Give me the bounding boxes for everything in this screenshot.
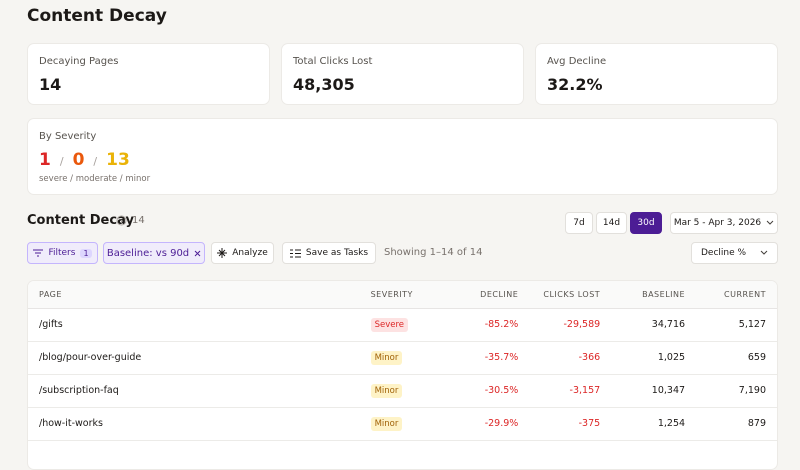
- table-cell: -3,157: [529, 374, 612, 408]
- date-range[interactable]: Mar 5 - Apr 3, 2026: [670, 212, 778, 234]
- stat-card: Total Clicks Lost 48,305: [281, 43, 524, 105]
- severe-count: 1: [39, 150, 51, 170]
- moderate-count: 0: [72, 150, 85, 170]
- list-icon: [289, 249, 301, 257]
- severity-badge: Severe: [370, 318, 409, 332]
- severity-label: By Severity: [39, 131, 97, 142]
- severity-caption: severe / moderate / minor: [39, 174, 151, 184]
- column-header: DECLINE: [449, 281, 530, 309]
- table-row[interactable]: /blog/pour-over-guide Minor -35.7% -366 1,02…: [28, 341, 777, 375]
- chevron: [760, 250, 768, 255]
- column-header: CLICKS LOST: [529, 281, 612, 309]
- table-row[interactable]: /gifts Severe -85.2% -29,589 34,716 5,127: [28, 308, 777, 342]
- table-cell: 10,347: [611, 374, 697, 408]
- save-button[interactable]: Save as Tasks: [282, 242, 376, 264]
- table-cell: 1,254: [611, 407, 697, 441]
- filter-icon: [33, 249, 44, 257]
- stat-label: Avg Decline: [547, 56, 607, 67]
- table-cell: Minor: [359, 341, 450, 375]
- table-cell: 34,716: [611, 308, 697, 342]
- header-row: PAGE SEVERITY DECLINE CLICKS LOST BASELINE CU…: [28, 281, 777, 309]
- column-header: PAGE: [28, 281, 360, 309]
- table-cell: 1,025: [611, 341, 697, 375]
- baseline-chip[interactable]: Baseline: vs 90d: [103, 242, 205, 264]
- table-cell: -29,589: [529, 308, 612, 342]
- column-header: CURRENT: [696, 281, 777, 309]
- severity-badge: Minor: [370, 384, 403, 398]
- table-cell: /gifts: [28, 308, 360, 342]
- stat-label: Decaying Pages: [39, 56, 119, 67]
- severity-badge: Minor: [370, 351, 403, 365]
- date-text: Mar 5 - Apr 3, 2026: [673, 218, 762, 228]
- separator: /: [59, 155, 64, 168]
- range-button-active[interactable]: 30d: [630, 212, 662, 234]
- stat-value: 48,305: [293, 75, 355, 94]
- table-card: PAGE SEVERITY DECLINE CLICKS LOST BASELINE CU…: [27, 280, 778, 470]
- severity-badge: Minor: [370, 417, 403, 431]
- filter-count: 1: [80, 248, 92, 258]
- table-cell: 5,127: [696, 308, 777, 342]
- severity-card: By Severity 1 / 0 / 13 severe / moderate…: [27, 118, 778, 195]
- table-cell: -30.5%: [449, 374, 530, 408]
- table-body: /gifts Severe -85.2% -29,589 34,716 5,127/blo…: [28, 308, 777, 441]
- filters-label: Filters: [48, 248, 76, 258]
- save-label: Save as Tasks: [305, 248, 369, 258]
- page: Content Decay Decaying Pages 14 Total Cl…: [27, 6, 778, 470]
- table-cell: 7,190: [696, 374, 777, 408]
- table-cell: -375: [529, 407, 612, 441]
- sort-label: Decline %: [701, 248, 747, 258]
- stat-card: Decaying Pages 14: [27, 43, 270, 105]
- section-count: 14: [132, 215, 145, 226]
- table-cell: -85.2%: [449, 308, 530, 342]
- stat-value: 32.2%: [547, 75, 603, 94]
- section-title: Content Decay: [27, 213, 134, 228]
- range-button[interactable]: 7d: [565, 212, 593, 234]
- table-row[interactable]: /subscription-faq Minor -30.5% -3,157 10,347…: [28, 374, 777, 408]
- stat-value: 14: [39, 75, 62, 94]
- severity-counts: 1 / 0 / 13: [39, 150, 130, 170]
- table-cell: -35.7%: [449, 341, 530, 375]
- table-cell: Minor: [359, 374, 450, 408]
- filters-button[interactable]: Filters 1: [27, 242, 98, 264]
- stat-card: Avg Decline 32.2%: [535, 43, 778, 105]
- showing-text: Showing 1–14 of 14: [384, 247, 483, 258]
- stat-label: Total Clicks Lost: [293, 56, 373, 67]
- page-title: Content Decay: [27, 6, 167, 26]
- table-cell: /how-it-works: [28, 407, 360, 441]
- baseline-label: Baseline: vs 90d: [106, 247, 190, 259]
- analyze-label: Analyze: [232, 248, 268, 258]
- chevron: [766, 220, 774, 225]
- table-cell: Severe: [359, 308, 450, 342]
- table-cell: -366: [529, 341, 612, 375]
- close-icon[interactable]: [194, 250, 201, 257]
- column-header: BASELINE: [611, 281, 697, 309]
- table-cell: /blog/pour-over-guide: [28, 341, 360, 375]
- sort-dropdown[interactable]: Decline %: [691, 242, 778, 264]
- info-icon: [116, 215, 127, 226]
- table-cell: Minor: [359, 407, 450, 441]
- analyze-button[interactable]: Analyze: [211, 242, 274, 264]
- sparkle-icon: [217, 248, 228, 258]
- separator: /: [93, 155, 98, 168]
- table-row[interactable]: /how-it-works Minor -29.9% -375 1,254 879: [28, 407, 777, 441]
- table-cell: 879: [696, 407, 777, 441]
- table-cell: /subscription-faq: [28, 374, 360, 408]
- table-cell: 659: [696, 341, 777, 375]
- range-button[interactable]: 14d: [596, 212, 627, 234]
- decay-table: PAGE SEVERITY DECLINE CLICKS LOST BASELINE CU…: [28, 281, 777, 441]
- column-header: SEVERITY: [359, 281, 450, 309]
- table-cell: -29.9%: [449, 407, 530, 441]
- minor-count: 13: [106, 150, 130, 170]
